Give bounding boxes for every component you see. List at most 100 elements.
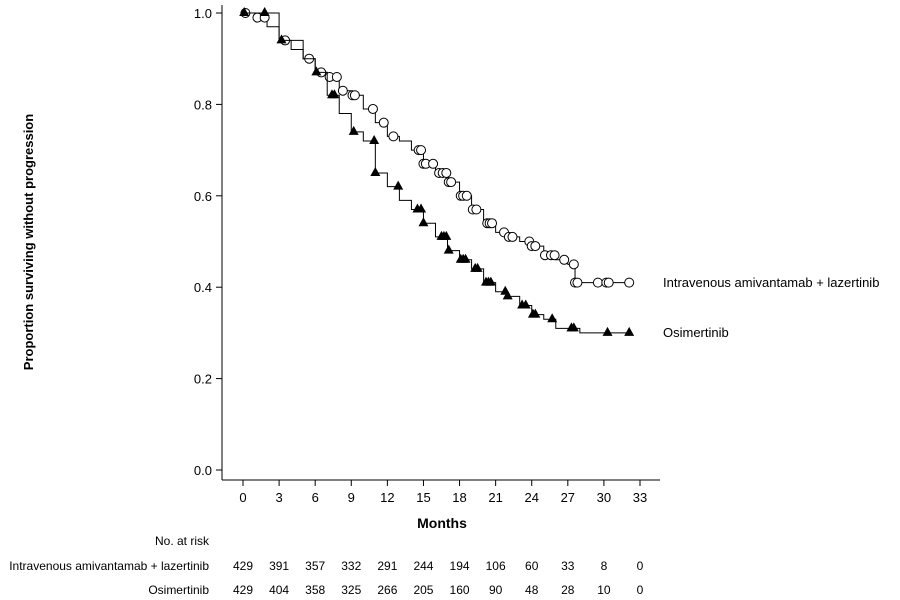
risk-value: 0 <box>637 559 644 573</box>
y-tick-label: 0.8 <box>194 97 212 112</box>
x-tick-label: 21 <box>488 490 502 505</box>
censor-mark <box>416 203 427 213</box>
risk-value: 60 <box>525 559 539 573</box>
censor-mark <box>507 231 518 242</box>
censor-mark <box>367 103 378 114</box>
x-tick-label: 18 <box>452 490 466 505</box>
censor-mark <box>530 308 541 318</box>
x-tick-label: 33 <box>633 490 647 505</box>
risk-value: 357 <box>305 559 325 573</box>
censor-mark <box>568 259 579 270</box>
censor-mark <box>460 253 471 263</box>
risk-value: 10 <box>597 583 611 597</box>
risk-value: 0 <box>637 583 644 597</box>
censor-mark <box>530 241 541 252</box>
x-tick-label: 30 <box>597 490 611 505</box>
censor-mark <box>547 313 558 323</box>
y-tick-label: 0.4 <box>194 280 212 295</box>
legend-label: Osimertinib <box>663 325 729 340</box>
risk-value: 391 <box>269 559 289 573</box>
risk-value: 106 <box>486 559 506 573</box>
risk-value: 160 <box>450 583 470 597</box>
risk-value: 429 <box>233 583 253 597</box>
censor-mark <box>520 299 531 309</box>
censor-mark <box>393 180 404 190</box>
censor-mark <box>624 277 635 288</box>
censor-mark <box>603 277 614 288</box>
censor-mark <box>311 66 322 76</box>
risk-value: 244 <box>413 559 433 573</box>
risk-value: 404 <box>269 583 289 597</box>
risk-table: Intravenous amivantamab + lazertinib 429 3… <box>9 559 643 597</box>
risk-value: 291 <box>377 559 397 573</box>
x-tick-label: 24 <box>524 490 538 505</box>
curves <box>239 7 635 336</box>
y-tick-label: 0.6 <box>194 189 212 204</box>
axes: 0 3 6 9 12 15 18 21 24 27 30 33 0.0 0.2 0.4 0.6 0.8 1.0 <box>194 5 660 505</box>
risk-value: 28 <box>561 583 575 597</box>
censor-mark <box>329 89 340 99</box>
censor-mark <box>602 326 613 336</box>
censor-mark <box>441 167 452 178</box>
risk-value: 205 <box>413 583 433 597</box>
y-axis-label: Proportion surviving without progression <box>21 114 36 370</box>
censor-mark <box>624 326 635 336</box>
censor-mark <box>239 7 250 16</box>
censor-mark <box>485 276 496 286</box>
censor-mark <box>446 177 457 188</box>
censor-mark <box>388 131 399 142</box>
risk-value: 33 <box>561 559 575 573</box>
x-tick-label: 27 <box>561 490 575 505</box>
censor-mark <box>549 250 560 261</box>
censor-mark <box>331 71 342 82</box>
censor-mark <box>369 134 380 144</box>
risk-value: 429 <box>233 559 253 573</box>
risk-value: 194 <box>450 559 470 573</box>
censor-mark <box>471 204 482 215</box>
censor-mark <box>348 125 359 135</box>
y-tick-label: 0.0 <box>194 463 212 478</box>
legend: Intravenous amivantamab + lazertinib Osim… <box>663 275 879 340</box>
censor-mark <box>337 85 348 96</box>
x-tick-label: 0 <box>239 490 246 505</box>
censor-mark <box>572 277 583 288</box>
censor-mark <box>416 145 427 156</box>
x-tick-label: 15 <box>416 490 430 505</box>
censor-mark <box>592 277 603 288</box>
censor-mark <box>502 290 513 300</box>
censor-mark <box>472 262 483 272</box>
censor-mark <box>276 34 287 44</box>
risk-value: 358 <box>305 583 325 597</box>
risk-value: 266 <box>377 583 397 597</box>
risk-value: 325 <box>341 583 361 597</box>
risk-table-header: No. at risk <box>155 534 210 548</box>
censor-mark <box>370 166 381 176</box>
censor-mark <box>428 158 439 169</box>
censor-mark <box>443 244 454 254</box>
x-axis-label: Months <box>417 515 467 531</box>
censor-mark <box>568 322 579 332</box>
risk-value: 8 <box>601 559 608 573</box>
y-tick-label: 1.0 <box>194 6 212 21</box>
censor-mark <box>418 217 429 227</box>
risk-value: 332 <box>341 559 361 573</box>
censor-mark <box>487 218 498 229</box>
censor-mark <box>461 190 472 201</box>
survival-curve-amivantamab-lazertinib <box>243 12 630 284</box>
censor-mark <box>559 254 570 265</box>
censor-mark <box>259 7 270 16</box>
risk-value: 48 <box>525 583 539 597</box>
legend-label: Intravenous amivantamab + lazertinib <box>663 275 879 290</box>
y-tick-label: 0.2 <box>194 372 212 387</box>
risk-row-label: Osimertinib <box>148 583 209 597</box>
x-tick-label: 6 <box>312 490 319 505</box>
risk-row-label: Intravenous amivantamab + lazertinib <box>9 559 209 573</box>
x-tick-label: 3 <box>275 490 282 505</box>
x-tick-label: 12 <box>380 490 394 505</box>
censor-mark <box>378 117 389 128</box>
censor-mark <box>441 230 452 240</box>
risk-value: 90 <box>489 583 503 597</box>
censor-mark <box>349 90 360 101</box>
x-tick-label: 9 <box>348 490 355 505</box>
